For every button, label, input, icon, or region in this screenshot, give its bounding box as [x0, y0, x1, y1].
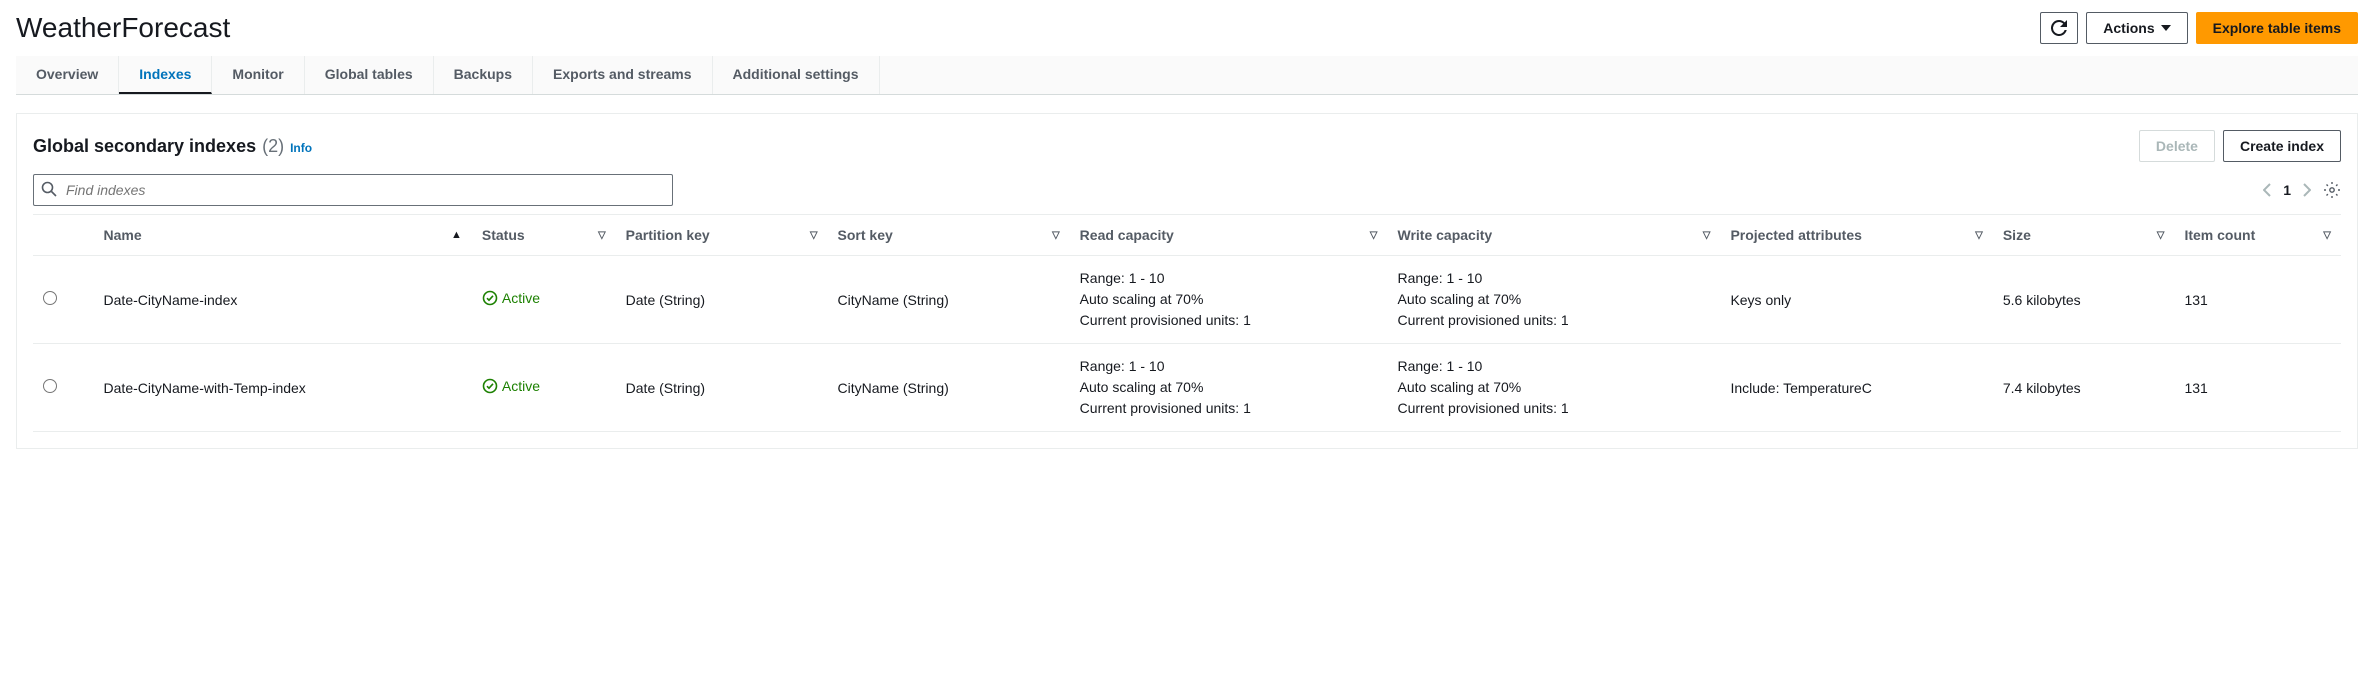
- gsi-table: Name▲ Status▽ Partition key▽ Sort key▽ R…: [33, 214, 2341, 432]
- filter-icon: ▽: [1975, 230, 1983, 241]
- status-badge: Active: [482, 378, 540, 394]
- cell-projected-attributes: Keys only: [1720, 256, 1992, 344]
- tab-monitor[interactable]: Monitor: [212, 56, 304, 94]
- cell-projected-attributes: Include: TemperatureC: [1720, 344, 1992, 432]
- cell-sort-key: CityName (String): [828, 256, 1070, 344]
- header-actions: Actions Explore table items: [2040, 12, 2358, 44]
- cell-item-count: 131: [2174, 256, 2341, 344]
- filter-icon: ▽: [2157, 230, 2165, 241]
- search-icon: [41, 181, 57, 197]
- chevron-down-icon: [2161, 25, 2171, 31]
- cell-write-capacity: Range: 1 - 10 Auto scaling at 70% Curren…: [1387, 344, 1720, 432]
- cell-read-capacity: Range: 1 - 10 Auto scaling at 70% Curren…: [1070, 256, 1388, 344]
- cell-partition-key: Date (String): [616, 344, 828, 432]
- actions-button[interactable]: Actions: [2086, 12, 2187, 44]
- sort-asc-icon: ▲: [451, 229, 462, 241]
- delete-button[interactable]: Delete: [2139, 130, 2215, 162]
- actions-button-label: Actions: [2103, 20, 2154, 36]
- explore-table-items-button[interactable]: Explore table items: [2196, 12, 2358, 44]
- row-select-radio[interactable]: [43, 291, 57, 305]
- refresh-button[interactable]: [2040, 12, 2078, 44]
- gsi-panel: Global secondary indexes (2) Info Delete…: [16, 113, 2358, 449]
- settings-icon[interactable]: [2323, 181, 2341, 199]
- col-header-status[interactable]: Status▽: [472, 215, 616, 256]
- table-row: Date-CityName-index Active Date (String)…: [33, 256, 2341, 344]
- cell-name: Date-CityName-index: [94, 256, 472, 344]
- pager-next[interactable]: [2303, 183, 2311, 197]
- tab-global-tables[interactable]: Global tables: [305, 56, 434, 94]
- tabs: Overview Indexes Monitor Global tables B…: [16, 56, 2358, 95]
- cell-read-capacity: Range: 1 - 10 Auto scaling at 70% Curren…: [1070, 344, 1388, 432]
- col-header-partition-key[interactable]: Partition key▽: [616, 215, 828, 256]
- page-title: WeatherForecast: [16, 12, 230, 44]
- cell-size: 7.4 kilobytes: [1993, 344, 2175, 432]
- col-header-size[interactable]: Size▽: [1993, 215, 2175, 256]
- cell-item-count: 131: [2174, 344, 2341, 432]
- pager: 1: [2263, 181, 2341, 199]
- check-circle-icon: [482, 378, 498, 394]
- filter-icon: ▽: [1370, 230, 1378, 241]
- col-header-item-count[interactable]: Item count▽: [2174, 215, 2341, 256]
- cell-sort-key: CityName (String): [828, 344, 1070, 432]
- panel-title: Global secondary indexes (2) Info: [33, 136, 312, 157]
- filter-icon: ▽: [1052, 230, 1060, 241]
- search-box: [33, 174, 673, 206]
- info-link[interactable]: Info: [290, 141, 312, 155]
- cell-size: 5.6 kilobytes: [1993, 256, 2175, 344]
- cell-name: Date-CityName-with-Temp-index: [94, 344, 472, 432]
- table-row: Date-CityName-with-Temp-index Active Dat…: [33, 344, 2341, 432]
- col-header-read-capacity[interactable]: Read capacity▽: [1070, 215, 1388, 256]
- col-header-sort-key[interactable]: Sort key▽: [828, 215, 1070, 256]
- check-circle-icon: [482, 290, 498, 306]
- table-header-row: Name▲ Status▽ Partition key▽ Sort key▽ R…: [33, 215, 2341, 256]
- refresh-icon: [2051, 20, 2067, 36]
- row-select-radio[interactable]: [43, 379, 57, 393]
- panel-title-text: Global secondary indexes: [33, 136, 256, 157]
- pager-prev[interactable]: [2263, 183, 2271, 197]
- tab-additional-settings[interactable]: Additional settings: [713, 56, 880, 94]
- status-badge: Active: [482, 290, 540, 306]
- filter-icon: ▽: [2323, 230, 2331, 241]
- col-header-write-capacity[interactable]: Write capacity▽: [1387, 215, 1720, 256]
- tab-overview[interactable]: Overview: [16, 56, 119, 94]
- create-index-button[interactable]: Create index: [2223, 130, 2341, 162]
- cell-partition-key: Date (String): [616, 256, 828, 344]
- tab-backups[interactable]: Backups: [434, 56, 533, 94]
- filter-icon: ▽: [598, 230, 606, 241]
- page-header: WeatherForecast Actions Explore table it…: [16, 12, 2358, 44]
- filter-icon: ▽: [810, 230, 818, 241]
- tab-indexes[interactable]: Indexes: [119, 56, 212, 94]
- search-input[interactable]: [33, 174, 673, 206]
- tab-exports-streams[interactable]: Exports and streams: [533, 56, 713, 94]
- pager-number: 1: [2283, 182, 2291, 198]
- panel-count: (2): [262, 136, 284, 157]
- col-header-projected-attributes[interactable]: Projected attributes▽: [1720, 215, 1992, 256]
- filter-icon: ▽: [1703, 230, 1711, 241]
- cell-write-capacity: Range: 1 - 10 Auto scaling at 70% Curren…: [1387, 256, 1720, 344]
- col-header-name[interactable]: Name▲: [94, 215, 472, 256]
